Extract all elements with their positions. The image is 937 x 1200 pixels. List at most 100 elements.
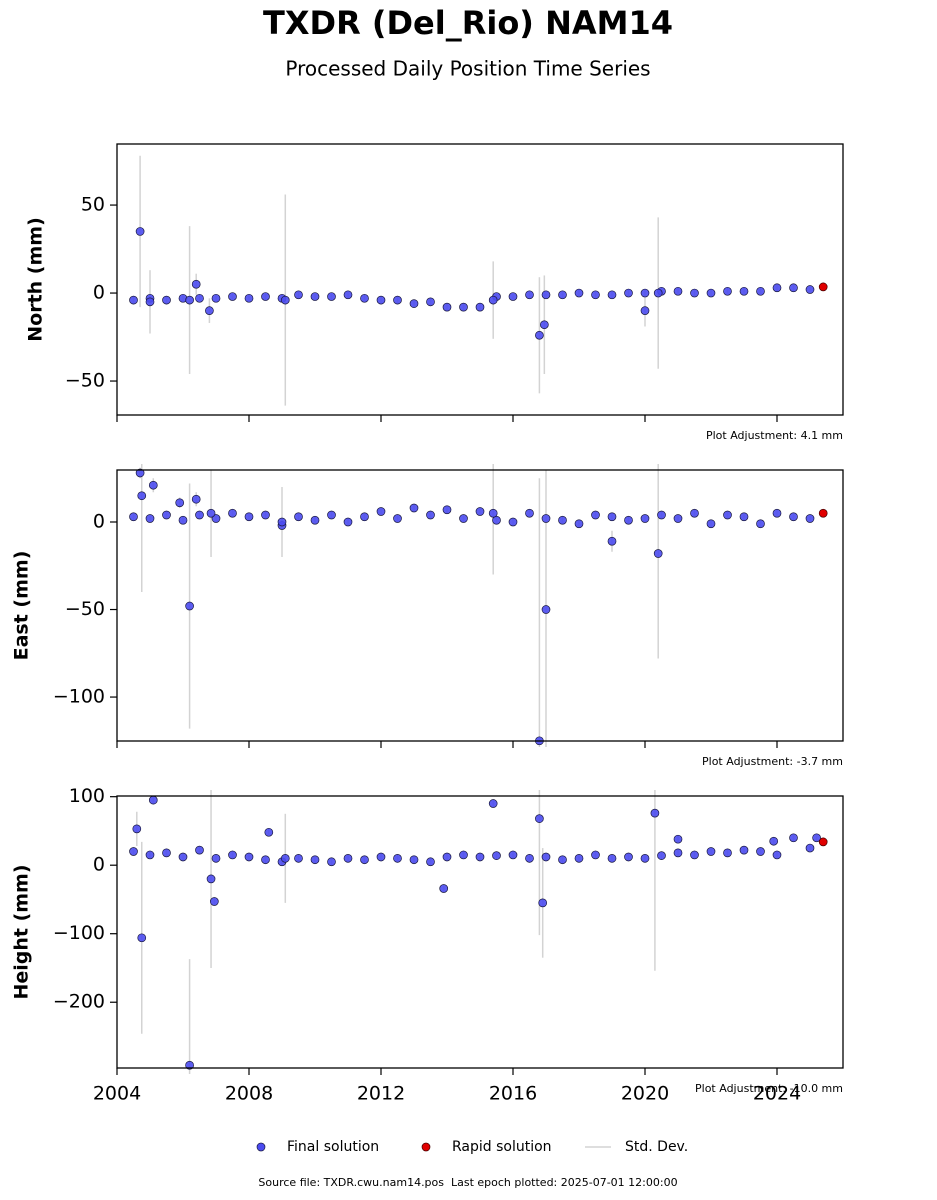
final-point [442,852,452,862]
final-point [706,288,716,298]
final-point [178,852,188,862]
final-point [261,510,270,520]
final-point [539,320,549,330]
y-tick-label: −100 [53,922,105,944]
final-point [228,850,237,860]
final-point [756,847,765,856]
y-axis-label: Height (mm) [11,864,33,999]
final-point [723,510,732,520]
final-point [772,283,782,293]
final-point [624,288,633,298]
final-point [280,295,290,305]
final-point [591,510,600,520]
final-point [525,290,534,300]
plot-frame [116,795,844,1069]
legend-marker [421,1142,431,1152]
final-point [508,517,518,527]
final-point [459,302,468,312]
final-point [812,833,821,843]
y-tick-label: 50 [81,194,105,216]
final-point [185,601,194,611]
final-point [343,290,353,300]
final-point [805,514,815,523]
final-point [475,852,485,862]
final-point [343,517,353,527]
final-point [327,292,336,301]
final-point [558,515,567,525]
final-point [409,855,419,865]
final-point [723,286,732,296]
final-point [132,824,142,834]
final-point [244,293,254,303]
final-point [525,853,534,863]
final-point [442,302,452,312]
final-point [327,510,336,520]
final-point [376,295,386,305]
y-tick-label: −200 [53,991,105,1013]
final-point [657,851,666,860]
final-point [261,292,270,301]
final-point [772,850,782,860]
final-point [228,292,237,301]
final-point [756,286,765,296]
final-point [558,290,567,300]
final-point [657,510,666,520]
final-point [137,933,147,943]
final-point [706,519,716,529]
final-point [129,847,138,856]
final-point [228,508,237,518]
y-tick-label: 0 [93,282,105,304]
y-tick-label: 0 [93,510,105,532]
final-point [210,897,219,906]
final-point [492,515,501,525]
x-tick-label: 2024 [753,1083,801,1105]
final-point [459,850,468,860]
final-point [206,874,216,884]
y-tick-label: −50 [65,370,105,392]
final-point [508,850,518,860]
final-point [690,288,699,298]
final-point [178,515,188,525]
final-point [789,283,798,293]
final-point [376,852,386,862]
final-point [706,847,716,856]
final-point [191,279,201,289]
y-tick-label: 100 [69,785,105,807]
final-point [690,850,699,860]
final-point [640,288,650,298]
final-point [310,515,320,525]
final-point [185,1060,194,1070]
final-point [541,852,551,862]
final-point [541,514,551,523]
final-point [310,292,320,301]
final-point [607,853,617,863]
x-tick-label: 2016 [489,1083,537,1105]
legend-marker [256,1142,266,1152]
x-tick-label: 2020 [621,1083,669,1105]
final-point [789,833,798,843]
final-point [574,519,584,529]
final-point [607,512,617,522]
final-point [129,512,138,522]
rapid-point [818,282,828,292]
final-point [475,302,485,312]
final-point [185,295,194,305]
final-point [772,508,782,518]
y-axis-label: East (mm) [11,551,33,661]
final-point [191,494,201,504]
final-point [148,795,158,805]
final-point [442,505,452,515]
final-point [310,855,320,865]
final-point [488,799,498,808]
final-point [264,827,274,837]
plot-adjustment: Plot Adjustment: -10.0 mm [695,1082,843,1095]
final-point [426,510,435,520]
final-point [640,306,650,315]
final-point [508,292,518,301]
rapid-point [818,508,828,518]
plot-adjustment: Plot Adjustment: -3.7 mm [702,755,843,768]
final-point [162,510,171,520]
final-point [690,508,699,518]
